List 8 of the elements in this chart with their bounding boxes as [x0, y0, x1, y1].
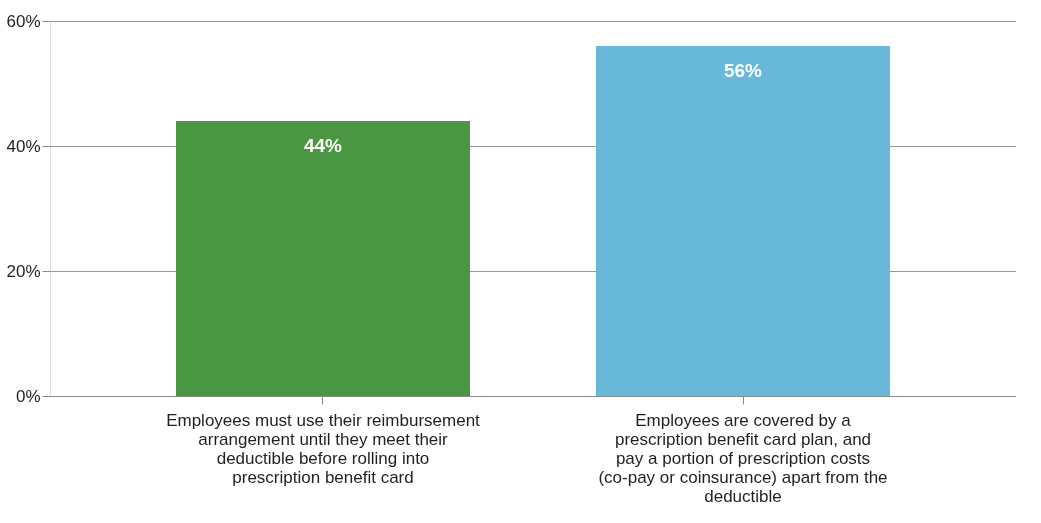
data-label: 56%: [723, 60, 763, 81]
x-tick-label: Employees are covered by a prescription benefit card plan, and pay a portion of prescription costs (co-pay or coinsurance) apart from the deductible: [598, 410, 888, 506]
data-label: 44%: [303, 135, 343, 156]
y-tick-label: 0%: [15, 386, 41, 406]
y-tick-label: 60%: [6, 11, 41, 31]
y-tick-label: 40%: [6, 136, 41, 156]
y-tick-label: 20%: [6, 261, 41, 281]
x-tick-label: Employees must use their reimbursement arrangement until they meet their deductible before rolling into prescription benefit card: [166, 410, 481, 487]
